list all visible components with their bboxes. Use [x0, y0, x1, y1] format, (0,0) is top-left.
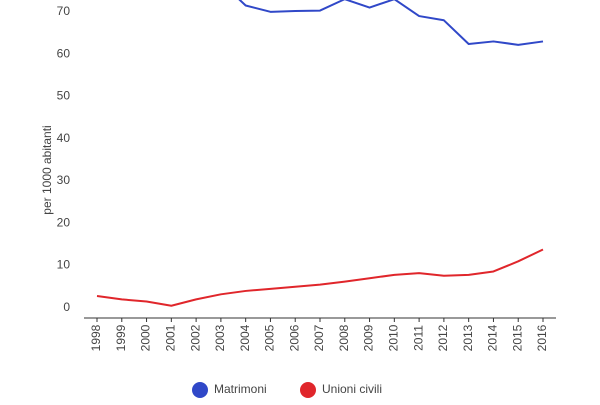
- legend-marker: [300, 382, 316, 398]
- y-tick-label: 10: [57, 258, 71, 272]
- y-tick-label: 0: [63, 300, 70, 314]
- x-tick-label: 2014: [486, 324, 500, 351]
- series-line: [238, 0, 544, 46]
- x-tick-label: 2002: [188, 324, 202, 351]
- x-tick-label: 2016: [535, 324, 549, 351]
- x-tick-label: 1998: [89, 324, 103, 351]
- x-tick-label: 2015: [510, 324, 524, 351]
- x-tick-label: 2001: [164, 324, 178, 351]
- legend-label: Unioni civili: [322, 382, 382, 396]
- x-tick-label: 2004: [238, 324, 252, 351]
- series-line: [96, 248, 544, 307]
- x-tick-label: 2010: [387, 324, 401, 351]
- x-tick-label: 2000: [139, 324, 153, 351]
- legend-marker: [192, 382, 208, 398]
- y-tick-label: 60: [57, 46, 71, 60]
- y-tick-label: 20: [57, 215, 71, 229]
- x-tick-label: 2011: [411, 325, 425, 351]
- x-tick-label: 1999: [114, 324, 128, 351]
- x-tick-label: 2013: [461, 324, 475, 351]
- x-tick-label: 2012: [436, 324, 450, 351]
- x-tick-label: 2003: [213, 324, 227, 351]
- y-tick-label: 40: [57, 131, 71, 145]
- plot-area: [96, 0, 544, 307]
- x-tick-label: 2006: [287, 324, 301, 351]
- legend-label: Matrimoni: [214, 382, 267, 396]
- x-tick-label: 2007: [312, 324, 326, 351]
- x-tick-label: 2008: [337, 324, 351, 351]
- y-tick-label: 30: [57, 173, 71, 187]
- x-tick-label: 2009: [362, 324, 376, 351]
- y-tick-label: 50: [57, 89, 71, 103]
- y-axis-title: per 1000 abitanti: [40, 125, 54, 214]
- y-tick-label: 70: [57, 4, 71, 18]
- x-tick-label: 2005: [263, 324, 277, 351]
